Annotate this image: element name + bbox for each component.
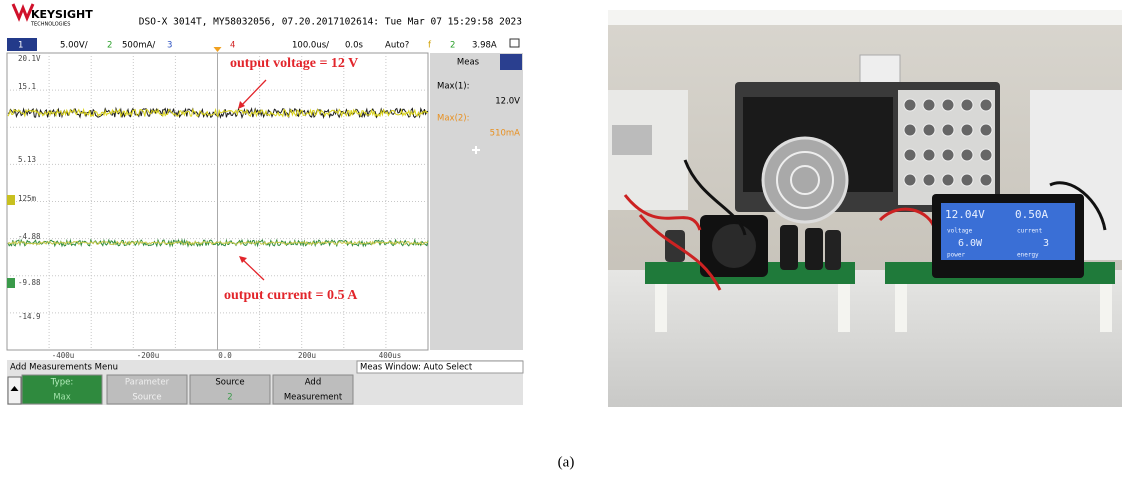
channel-setting: 5.00V/ <box>60 41 88 51</box>
knob <box>904 149 916 161</box>
y-label: 15.1 <box>18 82 36 91</box>
softkey-label: Parameter <box>125 378 170 388</box>
knob <box>942 99 954 111</box>
y-label: 20.1V <box>18 54 41 63</box>
meter-reading: current <box>1017 228 1043 235</box>
knob <box>980 174 992 186</box>
standoff <box>655 284 667 332</box>
knob <box>961 174 973 186</box>
brand: KEYSIGHT <box>31 8 93 21</box>
softkey-label: Source <box>215 378 244 388</box>
annotation: output voltage = 12 V <box>230 56 358 71</box>
figure: KEYSIGHTTECHNOLOGIES DSO-X 3014T, MY58032… <box>0 0 1129 494</box>
meter-reading: energy <box>1017 252 1039 259</box>
x-label: 200u <box>298 351 316 360</box>
channel-setting: 3 <box>167 41 172 51</box>
channel-setting: 2 <box>107 41 112 51</box>
knob <box>904 99 916 111</box>
meas-value: 12.0V <box>495 97 520 107</box>
meter-reading: 6.0W <box>958 238 983 249</box>
caption: (a) <box>558 454 575 470</box>
meas-label: Max(1): <box>437 82 469 92</box>
channel-setting: 100.0us/ <box>292 41 329 51</box>
x-label: -200u <box>137 351 160 360</box>
brand-sub: TECHNOLOGIES <box>30 22 70 28</box>
meas-title: Meas <box>457 58 480 68</box>
channel-setting: 2 <box>450 41 455 51</box>
y-label: -4.88 <box>18 232 41 241</box>
meas-label: Max(2): <box>437 114 469 124</box>
knob <box>961 99 973 111</box>
knob <box>942 174 954 186</box>
shelf-top <box>608 10 1122 25</box>
knob <box>942 124 954 136</box>
standoff <box>838 284 850 332</box>
knob <box>923 124 935 136</box>
softkey-value: Max <box>53 393 71 403</box>
softkey-value: Source <box>132 393 161 403</box>
x-label: 400us <box>379 351 402 360</box>
fan-blade <box>712 224 756 268</box>
table <box>608 270 1122 407</box>
softkey-value: Measurement <box>284 393 343 403</box>
capacitor <box>805 228 823 270</box>
standoff <box>1100 284 1112 332</box>
y-label: 5.13 <box>18 155 36 164</box>
softkey-label: Add <box>305 378 321 388</box>
y-label: 125m <box>18 194 37 203</box>
knob <box>961 124 973 136</box>
knob <box>904 174 916 186</box>
knob <box>980 124 992 136</box>
fan-guard <box>763 138 847 222</box>
softkey-value: 2 <box>227 393 232 403</box>
meas-tab <box>500 54 522 70</box>
ground-marker <box>7 195 15 205</box>
channel-setting: 3.98A <box>472 41 497 51</box>
softkey-label: Type: <box>50 378 73 388</box>
standoff <box>895 284 907 332</box>
scope-header: DSO-X 3014T, MY58032056, 07.20.201710261… <box>139 17 522 28</box>
menu-title: Add Measurements Menu <box>10 363 118 373</box>
channel-setting: 500mA/ <box>122 41 155 51</box>
channel-setting: 1 <box>18 41 23 51</box>
y-label: -9.88 <box>18 278 41 287</box>
knob <box>942 149 954 161</box>
psu-vent <box>612 125 652 155</box>
knob <box>961 149 973 161</box>
meas-value: 510mA <box>490 129 521 139</box>
y-label: -14.9 <box>18 312 41 321</box>
knob <box>923 149 935 161</box>
meter-reading: voltage <box>947 228 973 235</box>
knob <box>980 99 992 111</box>
ground-marker <box>7 278 15 288</box>
annotation: output current = 0.5 A <box>224 288 358 303</box>
capacitor <box>780 225 798 270</box>
knob <box>923 174 935 186</box>
channel-setting: Auto? <box>385 41 409 51</box>
channel-setting: 4 <box>230 41 235 51</box>
socket <box>860 55 900 85</box>
meter-reading: 3 <box>1043 238 1049 249</box>
meter-reading: 0.50A <box>1015 208 1048 221</box>
knob <box>904 124 916 136</box>
x-label: 0.0 <box>218 351 232 360</box>
meter-reading: power <box>947 252 965 259</box>
meter-reading: 12.04V <box>945 208 985 221</box>
x-label: -400u <box>52 351 75 360</box>
knob <box>980 149 992 161</box>
channel-setting: 0.0s <box>345 41 364 51</box>
knob <box>923 99 935 111</box>
meas-window: Meas Window: Auto Select <box>360 363 473 373</box>
capacitor <box>825 230 841 270</box>
